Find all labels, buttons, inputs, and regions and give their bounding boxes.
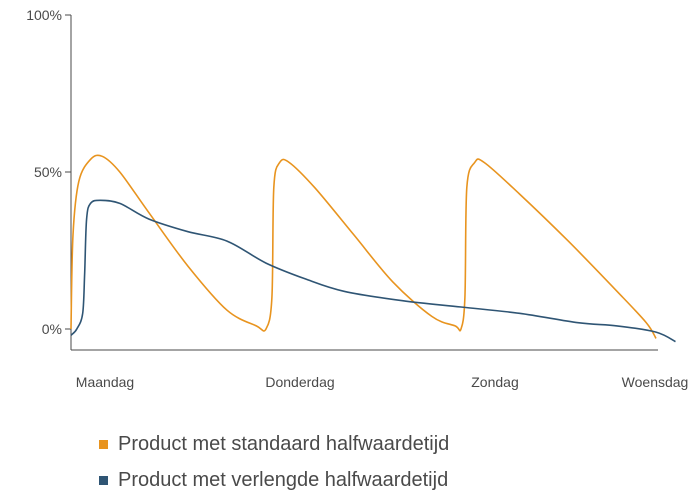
legend-label-standaard: Product met standaard halfwaardetijd xyxy=(118,432,450,455)
y-tick-label: 0% xyxy=(42,321,62,337)
series-line-standaard xyxy=(70,154,657,339)
x-ticks: Maandag Donderdag Zondag Woensdag xyxy=(76,374,689,390)
series-lines xyxy=(70,154,676,343)
x-tick-label: Donderdag xyxy=(265,374,334,390)
y-ticks: 100% 50% 0% xyxy=(26,7,71,337)
legend-swatch-standaard xyxy=(99,439,108,449)
y-tick-label: 50% xyxy=(34,164,62,180)
legend: Product met standaard halfwaardetijd Pro… xyxy=(99,426,449,498)
x-tick-label: Woensdag xyxy=(622,374,689,390)
legend-item-standaard: Product met standaard halfwaardetijd xyxy=(99,426,449,462)
legend-swatch-verlengd xyxy=(99,475,108,485)
x-tick-label: Zondag xyxy=(471,374,518,390)
x-tick-label: Maandag xyxy=(76,374,134,390)
y-tick-label: 100% xyxy=(26,7,62,23)
legend-label-verlengd: Product met verlengde halfwaardetijd xyxy=(118,468,449,491)
legend-item-verlengd: Product met verlengde halfwaardetijd xyxy=(99,462,449,498)
line-chart: 100% 50% 0% Maandag Donderdag Zondag Woensdag xyxy=(26,7,689,390)
series-line-verlengd xyxy=(70,199,676,343)
